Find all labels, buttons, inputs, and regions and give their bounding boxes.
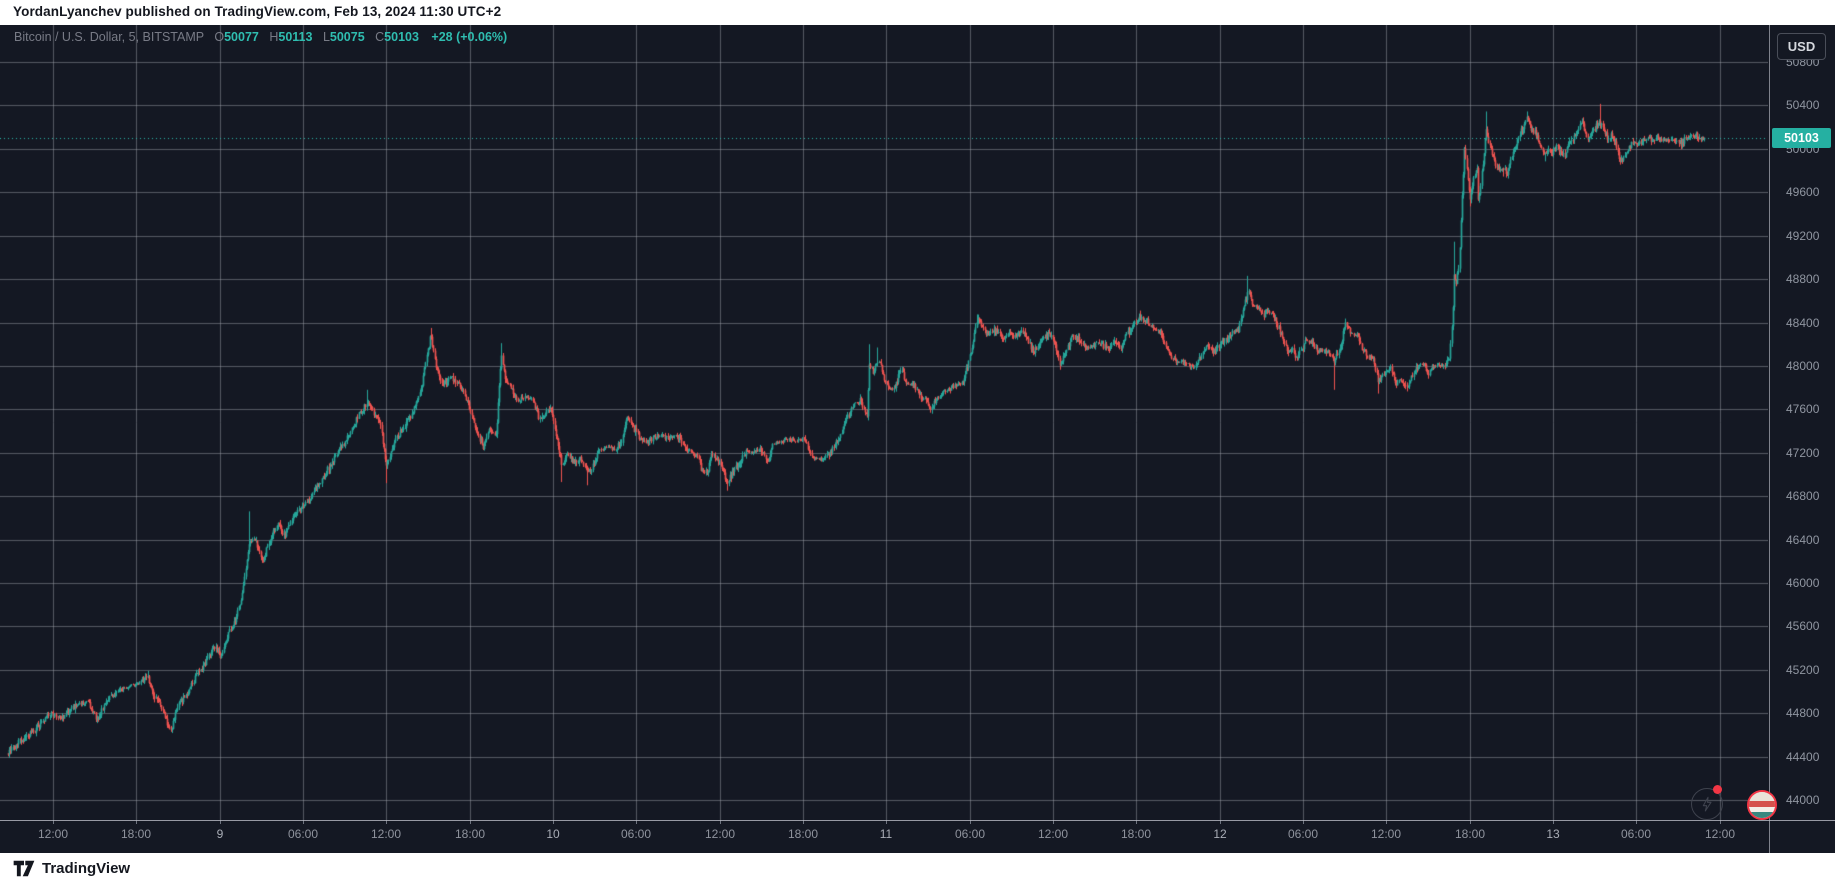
high-label: H: [269, 30, 279, 44]
price-tick-label: 44400: [1786, 749, 1820, 764]
snapshot-header: YordanLyanchev published on TradingView.…: [0, 0, 1835, 25]
publisher-avatar[interactable]: [1747, 790, 1777, 820]
time-tick-label: 18:00: [120, 827, 152, 841]
time-tick-label: 13: [1546, 827, 1560, 841]
close-value: 50103: [384, 30, 419, 44]
high-value: 50113: [278, 30, 313, 44]
time-tick-mark: [1636, 820, 1637, 824]
price-tick-label: 49600: [1786, 185, 1820, 200]
time-tick-mark: [636, 820, 637, 824]
time-tick-label: 06:00: [1620, 827, 1652, 841]
notification-dot-icon: [1713, 785, 1722, 794]
time-tick-label: 12:00: [1037, 827, 1069, 841]
price-tick-label: 45200: [1786, 662, 1820, 677]
avatar-stripe: [1749, 812, 1775, 818]
time-tick-mark: [53, 820, 54, 824]
price-tick-label: 50400: [1786, 98, 1820, 113]
time-axis-border: [0, 820, 1835, 821]
time-tick-label: 12:00: [1704, 827, 1736, 841]
time-tick-mark: [1303, 820, 1304, 824]
time-tick-mark: [553, 820, 554, 824]
published-by-text: YordanLyanchev published on TradingView.…: [13, 4, 502, 19]
footer-bar: TradingView: [0, 853, 1835, 883]
time-tick-mark: [136, 820, 137, 824]
time-tick-mark: [1220, 820, 1221, 824]
price-tick-label: 48400: [1786, 315, 1820, 330]
price-tick-label: 48800: [1786, 272, 1820, 287]
time-tick-label: 12:00: [704, 827, 736, 841]
price-tick-label: 48000: [1786, 358, 1820, 373]
time-tick-label: 9: [216, 827, 224, 841]
change-value: +28 (+0.06%): [431, 30, 508, 44]
time-tick-mark: [1136, 820, 1137, 824]
time-tick-mark: [470, 820, 471, 824]
time-tick-label: 12:00: [370, 827, 402, 841]
low-label: L: [322, 30, 330, 44]
time-tick-label: 18:00: [454, 827, 486, 841]
time-tick-mark: [303, 820, 304, 824]
time-tick-mark: [1053, 820, 1054, 824]
time-tick-mark: [886, 820, 887, 824]
time-tick-label: 12:00: [1370, 827, 1402, 841]
candlestick-canvas[interactable]: [0, 25, 1768, 820]
time-tick-mark: [386, 820, 387, 824]
avatar-stripe: [1749, 800, 1775, 807]
time-tick-mark: [803, 820, 804, 824]
price-tick-label: 44800: [1786, 706, 1820, 721]
footer-brand-text[interactable]: TradingView: [42, 859, 131, 877]
time-tick-label: 12:00: [37, 827, 69, 841]
time-tick-mark: [220, 820, 221, 824]
close-label: C: [375, 30, 385, 44]
time-tick-label: 06:00: [620, 827, 652, 841]
price-tick-label: 46000: [1786, 575, 1820, 590]
time-tick-label: 06:00: [287, 827, 319, 841]
price-tick-label: 45600: [1786, 619, 1820, 634]
last-price-badge: 50103: [1772, 127, 1831, 148]
time-tick-label: 18:00: [1120, 827, 1152, 841]
price-axis-border: [1769, 25, 1770, 853]
symbol-title: Bitcoin / U.S. Dollar, 5, BITSTAMP: [14, 30, 204, 44]
price-tick-label: 46400: [1786, 532, 1820, 547]
time-tick-mark: [720, 820, 721, 824]
price-axis[interactable]: 50800 50400 50000 49600 49200 48800 48400 48000…: [1768, 25, 1835, 853]
time-tick-mark: [970, 820, 971, 824]
time-tick-label: 06:00: [954, 827, 986, 841]
price-tick-label: 49200: [1786, 228, 1820, 243]
boost-flash-icon[interactable]: [1691, 788, 1723, 820]
time-axis[interactable]: 12:00 18:00 9 06:00 12:00 18:00 10 06:00 12:00 18…: [0, 820, 1768, 853]
avatar-stripe: [1749, 806, 1775, 813]
time-tick-label: 06:00: [1287, 827, 1319, 841]
time-tick-mark: [1720, 820, 1721, 824]
low-value: 50075: [329, 30, 365, 44]
currency-toggle-button[interactable]: USD: [1777, 33, 1826, 60]
price-tick-label: 44000: [1786, 793, 1820, 807]
time-tick-label: 18:00: [1454, 827, 1486, 841]
time-tick-label: 11: [879, 827, 893, 841]
price-tick-label: 46800: [1786, 489, 1820, 504]
price-tick-label: 47600: [1786, 402, 1820, 417]
avatar-stripe: [1749, 792, 1775, 801]
time-tick-label: 18:00: [787, 827, 819, 841]
time-tick-label: 10: [546, 827, 560, 841]
time-tick-label: 12: [1213, 827, 1227, 841]
tradingview-logo-icon[interactable]: [13, 860, 35, 877]
chart-pane: Bitcoin / U.S. Dollar, 5, BITSTAMP O5007…: [0, 25, 1835, 853]
symbol-legend: Bitcoin / U.S. Dollar, 5, BITSTAMP O5007…: [14, 30, 507, 44]
open-value: 50077: [224, 30, 259, 44]
time-tick-mark: [1553, 820, 1554, 824]
time-tick-mark: [1470, 820, 1471, 824]
price-tick-label: 47200: [1786, 445, 1820, 460]
lightning-icon: [1702, 796, 1712, 812]
time-tick-mark: [1386, 820, 1387, 824]
open-label: O: [214, 30, 225, 44]
